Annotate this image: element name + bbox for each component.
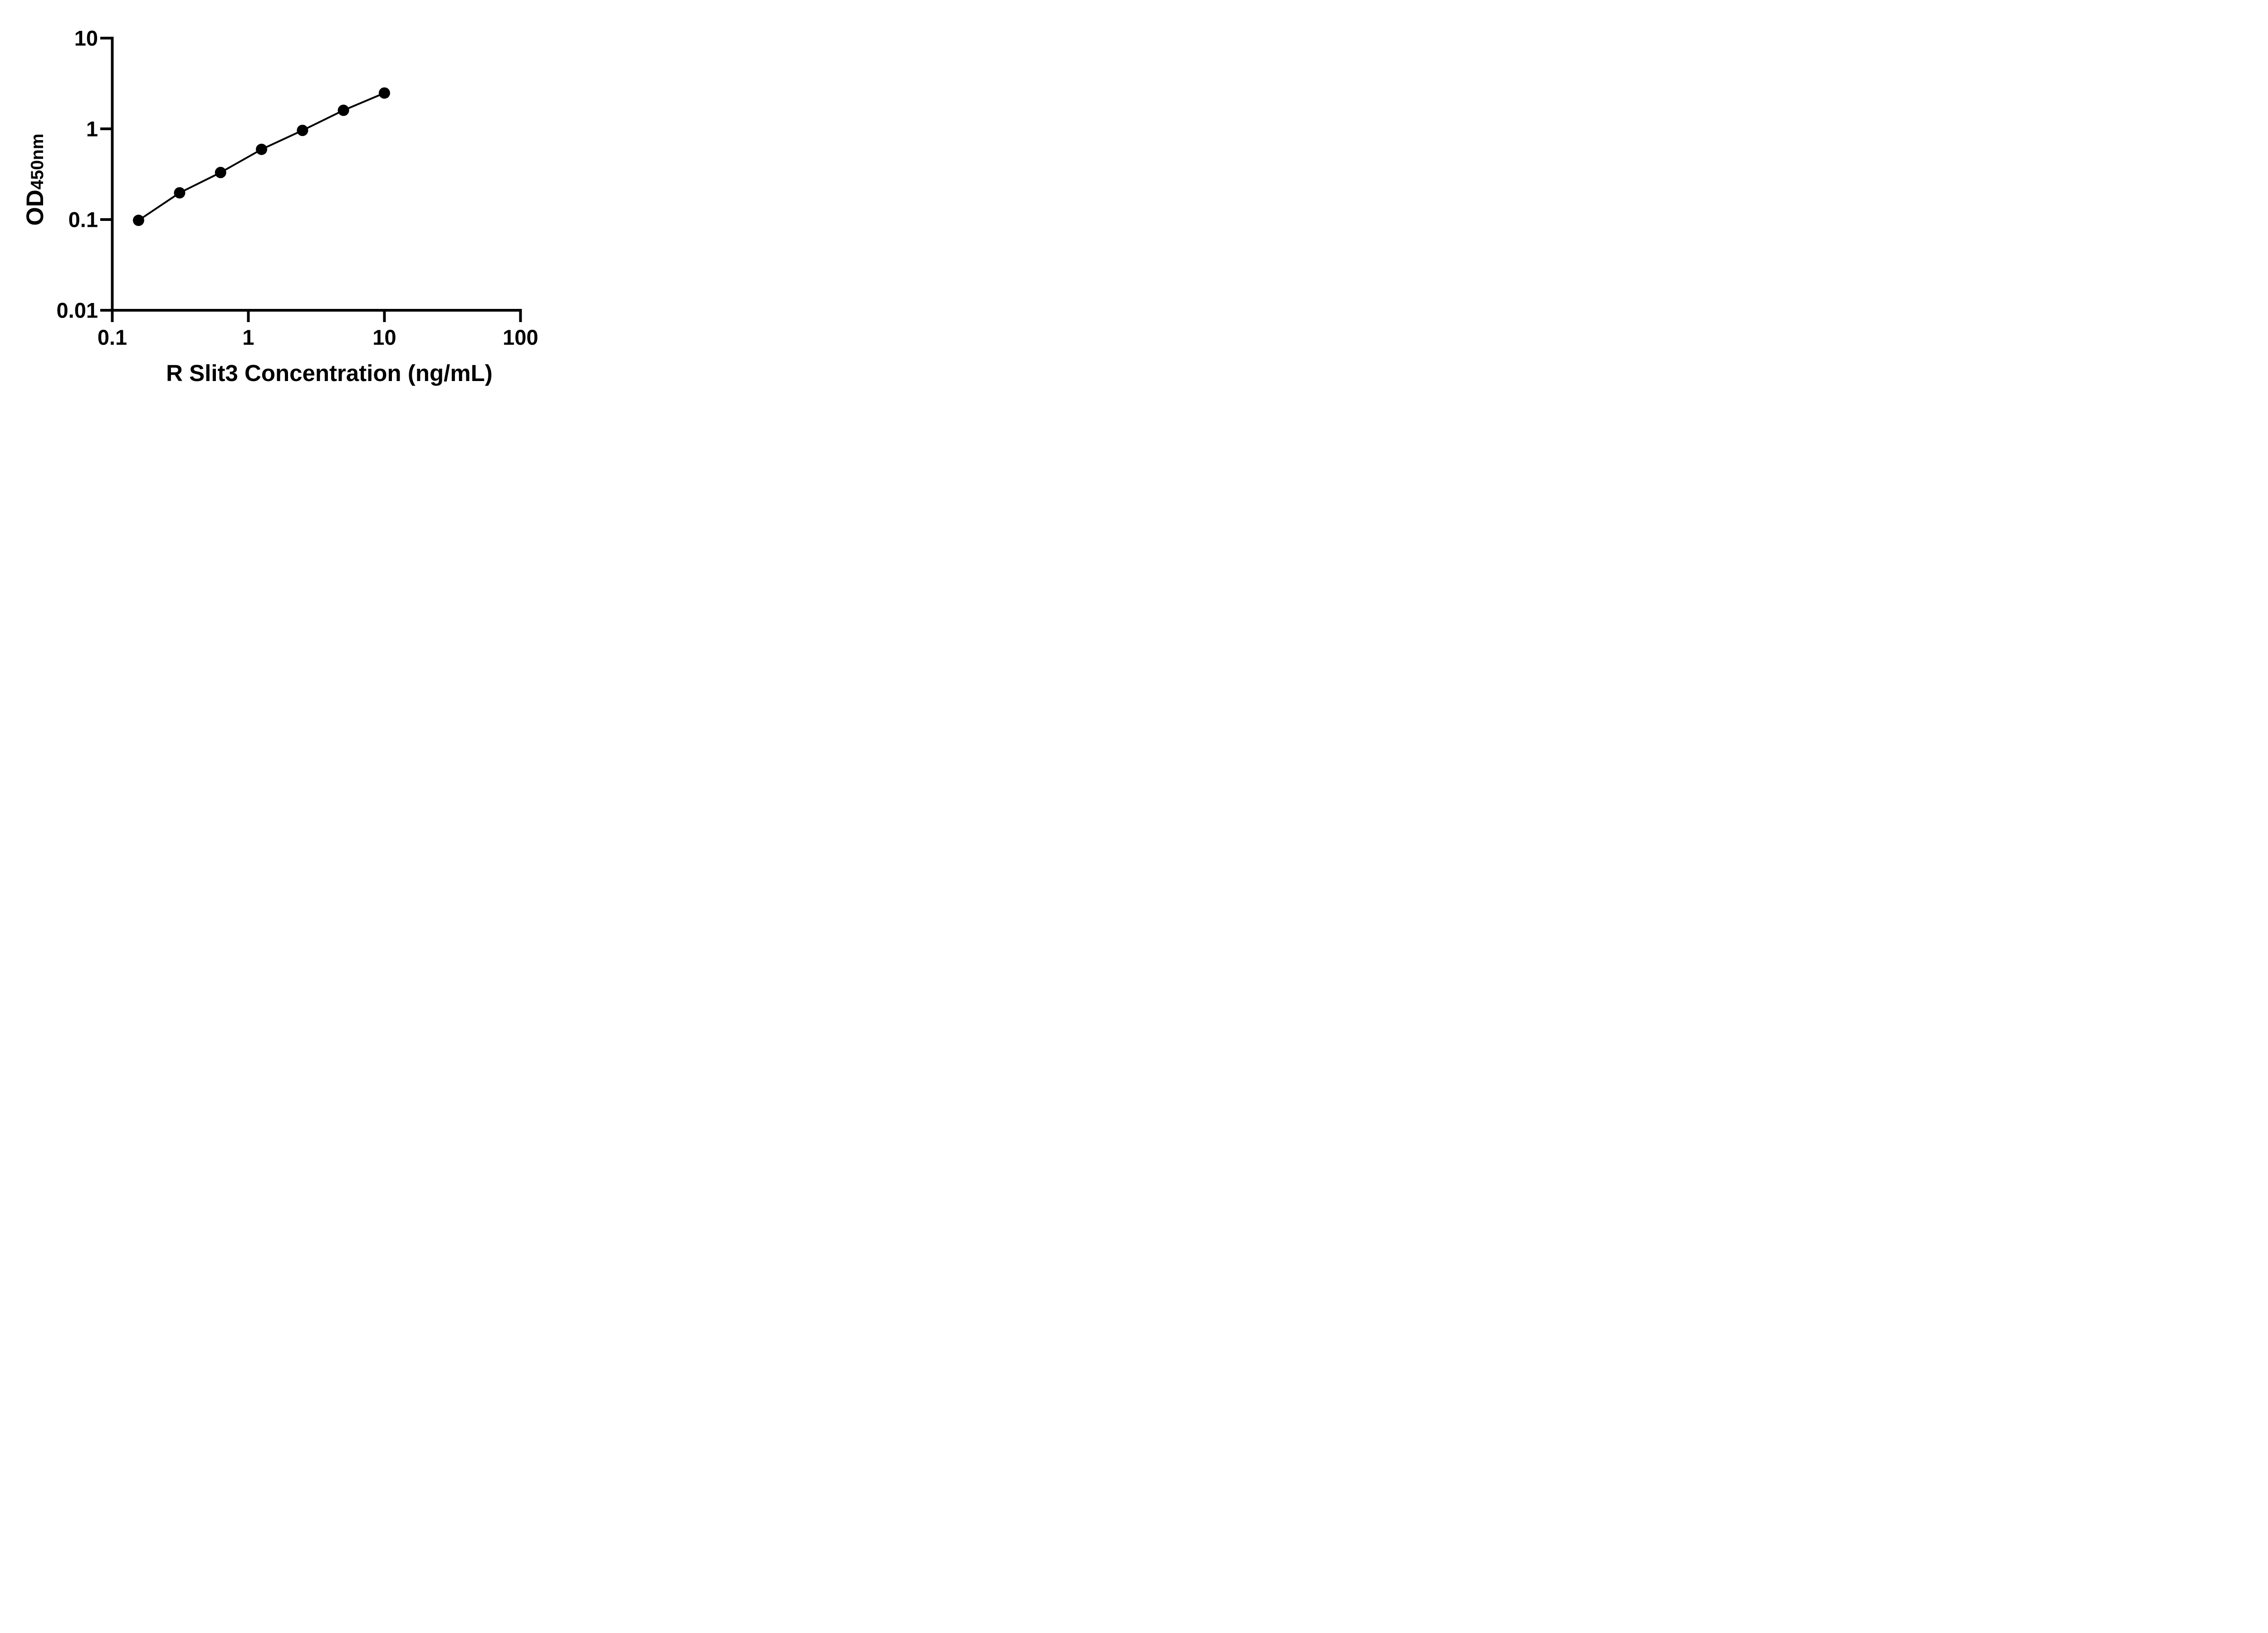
x-tick-label: 100 xyxy=(503,325,538,349)
y-tick-label: 0.1 xyxy=(68,208,98,232)
y-axis-title: OD450nm xyxy=(22,133,49,225)
y-axis-title-subscript: 450nm xyxy=(28,133,47,190)
data-point-marker xyxy=(215,166,226,178)
y-axis-title-main: OD xyxy=(22,190,49,226)
x-tick-label: 1 xyxy=(242,325,254,349)
y-tick-label: 0.01 xyxy=(57,298,98,323)
data-point-marker xyxy=(132,215,144,226)
y-tick-label: 10 xyxy=(74,26,98,50)
standard-curve-figure: 10 1 0.1 0.01 0.1 1 10 100 R Slit3 Concentrati… xyxy=(0,0,583,408)
x-axis-title: R Slit3 Concentration (ng/mL) xyxy=(166,360,493,386)
x-axis-ticks xyxy=(111,312,522,322)
data-point-marker xyxy=(337,104,349,116)
data-point-marker xyxy=(256,143,268,155)
data-point-marker xyxy=(297,124,308,136)
x-tick-label: 0.1 xyxy=(98,325,127,349)
data-series xyxy=(132,87,390,226)
y-axis-ticks xyxy=(100,37,114,312)
y-tick-label: 1 xyxy=(86,117,98,141)
y-axis-tick-labels: 10 1 0.1 0.01 xyxy=(57,26,98,323)
x-tick-label: 10 xyxy=(372,325,396,349)
x-axis-tick-labels: 0.1 1 10 100 xyxy=(98,325,538,349)
data-point-marker xyxy=(174,187,186,199)
data-point-marker xyxy=(379,87,390,99)
